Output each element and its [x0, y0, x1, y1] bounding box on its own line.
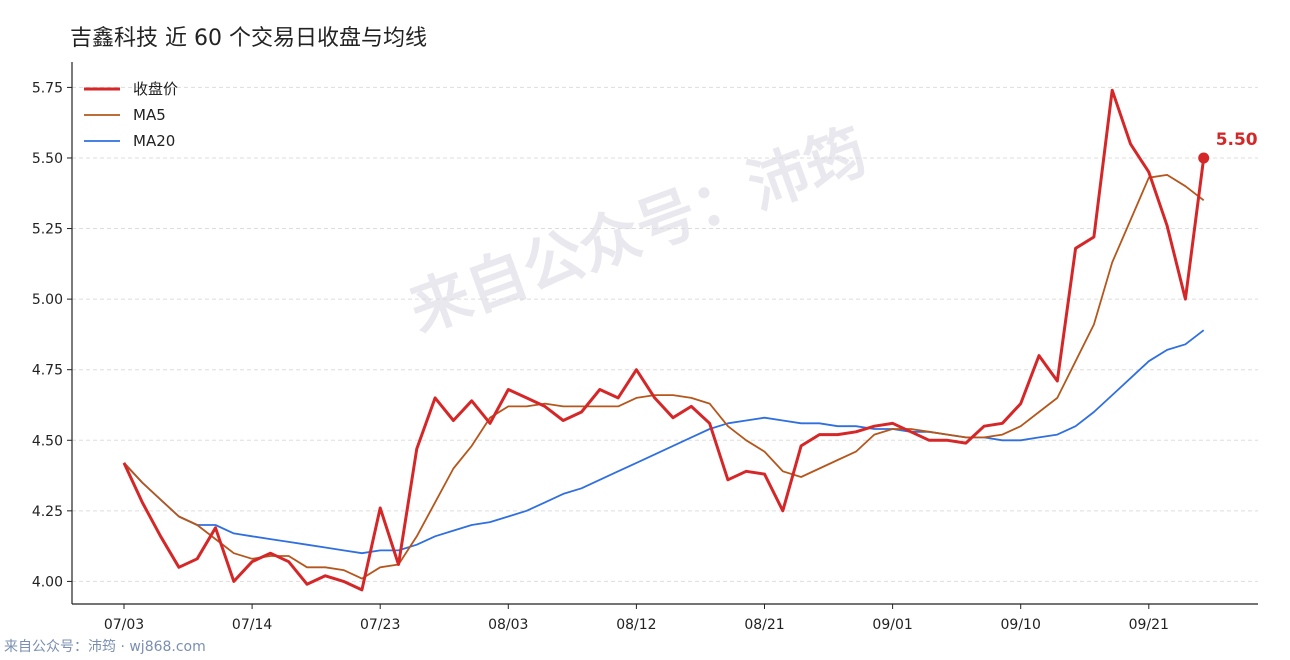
x-tick-label: 09/01	[872, 617, 912, 633]
x-tick-label: 07/14	[232, 617, 272, 633]
legend: 收盘价 MA5 MA20	[84, 80, 178, 150]
y-axis-ticks: 4.00 4.25 4.50 4.75 5.00 5.25 5.50 5.75	[32, 80, 72, 590]
ma5-line	[123, 173, 1205, 580]
x-tick-label: 08/03	[488, 617, 528, 633]
x-tick-label: 08/12	[616, 617, 656, 633]
y-tick-label: 5.75	[32, 80, 63, 96]
chart-title: 吉鑫科技 近 60 个交易日收盘与均线	[70, 26, 427, 51]
x-tick-label: 07/23	[360, 617, 400, 633]
x-tick-label: 09/10	[1001, 617, 1041, 633]
x-tick-label: 09/21	[1129, 617, 1169, 633]
last-close-label: 5.50	[1216, 130, 1258, 150]
legend-label: 收盘价	[133, 80, 178, 98]
y-tick-label: 5.25	[32, 222, 63, 238]
legend-label: MA20	[133, 132, 175, 150]
close-price-line	[122, 88, 1206, 592]
y-tick-label: 4.50	[32, 433, 63, 449]
axes	[71, 62, 1258, 605]
footer-watermark: 来自公众号：沛筠 · wj868.com	[4, 639, 206, 655]
legend-label: MA5	[133, 106, 166, 124]
y-tick-label: 4.75	[32, 363, 63, 379]
series-lines	[122, 88, 1206, 592]
x-tick-label: 07/03	[104, 617, 144, 633]
grid-lines	[72, 86, 1258, 582]
last-close-point	[1198, 152, 1210, 164]
y-tick-label: 5.50	[32, 151, 63, 167]
end-marker: 5.50	[1198, 130, 1258, 164]
watermark-text: 来自公众号：沛筠	[401, 116, 876, 346]
ma20-line	[123, 329, 1205, 555]
y-tick-label: 4.25	[32, 504, 63, 520]
x-axis-ticks: 07/03 07/14 07/23 08/03 08/12 08/21 09/01 09/10…	[104, 604, 1169, 633]
x-tick-label: 08/21	[744, 617, 784, 633]
y-tick-label: 5.00	[32, 292, 63, 308]
y-tick-label: 4.00	[32, 574, 63, 590]
